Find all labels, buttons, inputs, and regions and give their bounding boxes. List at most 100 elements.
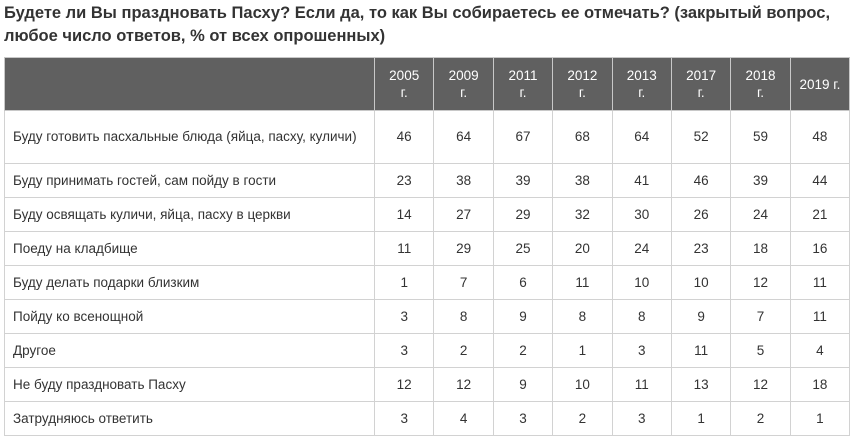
header-year-2013: 2013 г. [611,57,672,111]
value-cell: 21 [789,197,851,232]
row-label: Буду освящать куличи, яйца, пасху в церк… [4,197,375,232]
value-cell: 10 [611,265,672,300]
table-row: Другое 3 2 2 1 3 11 5 4 [4,333,851,368]
value-cell: 12 [433,367,494,402]
value-cell: 3 [611,333,672,368]
value-cell: 23 [670,231,732,266]
value-cell: 26 [670,197,732,232]
value-cell: 11 [552,265,613,300]
title-line-2: любое число ответов, % от всех опрошенны… [4,27,386,45]
table-row: Буду готовить пасхальные блюда (яйца, па… [4,110,851,164]
row-label: Буду готовить пасхальные блюда (яйца, па… [4,110,375,164]
value-cell: 27 [433,197,494,232]
table-row: Буду освящать куличи, яйца, пасху в церк… [4,197,851,232]
value-cell: 44 [789,163,851,198]
value-cell: 46 [373,110,435,164]
value-cell: 11 [611,367,672,402]
value-cell: 2 [433,333,494,368]
row-label: Буду принимать гостей, сам пойду в гости [4,163,375,198]
title-line-1: Будете ли Вы праздновать Пасху? Если да,… [4,4,831,22]
value-cell: 39 [730,163,791,198]
value-cell: 11 [670,333,732,368]
value-cell: 52 [670,110,732,164]
value-cell: 10 [670,265,732,300]
value-cell: 20 [552,231,613,266]
value-cell: 12 [730,367,791,402]
value-cell: 46 [670,163,732,198]
table-row: Пойду ко всенощной 3 8 9 8 8 9 7 11 [4,299,851,334]
value-cell: 23 [373,163,435,198]
value-cell: 2 [730,401,791,436]
value-cell: 2 [492,333,554,368]
value-cell: 13 [670,367,732,402]
value-cell: 64 [611,110,672,164]
value-cell: 30 [611,197,672,232]
value-cell: 6 [492,265,554,300]
table-row: Буду делать подарки близким 1 7 6 11 10 … [4,265,851,300]
value-cell: 4 [433,401,494,436]
value-cell: 38 [433,163,494,198]
row-label: Поеду на кладбище [4,231,375,266]
value-cell: 68 [552,110,613,164]
value-cell: 38 [552,163,613,198]
header-year-2018: 2018 г. [730,57,791,111]
table-header-row: 2005 г. 2009 г. 2011 г. 2012 г. 2013 г. 2017 г… [4,57,851,111]
row-label: Другое [4,333,375,368]
header-year-2019: 2019 г. [789,57,851,111]
value-cell: 7 [433,265,494,300]
value-cell: 9 [492,367,554,402]
value-cell: 3 [373,299,435,334]
value-cell: 1 [670,401,732,436]
value-cell: 18 [730,231,791,266]
value-cell: 1 [373,265,435,300]
table-row: Буду принимать гостей, сам пойду в гости… [4,163,851,198]
value-cell: 18 [789,367,851,402]
value-cell: 29 [433,231,494,266]
table-row: Затрудняюсь ответить 3 4 3 2 3 1 2 1 [4,401,851,436]
value-cell: 3 [492,401,554,436]
value-cell: 32 [552,197,613,232]
value-cell: 8 [552,299,613,334]
value-cell: 3 [611,401,672,436]
header-year-2012: 2012 г. [552,57,613,111]
value-cell: 16 [789,231,851,266]
value-cell: 9 [492,299,554,334]
header-year-2005: 2005 г. [373,57,435,111]
value-cell: 59 [730,110,791,164]
header-year-2011: 2011 г. [492,57,554,111]
value-cell: 1 [789,401,851,436]
value-cell: 5 [730,333,791,368]
value-cell: 24 [611,231,672,266]
value-cell: 11 [373,231,435,266]
value-cell: 7 [730,299,791,334]
table-row: Не буду праздновать Пасху 12 12 9 10 11 … [4,367,851,402]
value-cell: 3 [373,333,435,368]
table-row: Поеду на кладбище 11 29 25 20 24 23 18 1… [4,231,851,266]
value-cell: 25 [492,231,554,266]
value-cell: 11 [789,299,851,334]
row-label: Не буду праздновать Пасху [4,367,375,402]
value-cell: 14 [373,197,435,232]
value-cell: 67 [492,110,554,164]
value-cell: 9 [670,299,732,334]
value-cell: 8 [611,299,672,334]
value-cell: 39 [492,163,554,198]
value-cell: 11 [789,265,851,300]
row-label: Буду делать подарки близким [4,265,375,300]
header-empty-cell [4,57,375,111]
page-title: Будете ли Вы праздновать Пасху? Если да,… [4,2,852,48]
value-cell: 10 [552,367,613,402]
value-cell: 1 [552,333,613,368]
value-cell: 4 [789,333,851,368]
value-cell: 8 [433,299,494,334]
value-cell: 64 [433,110,494,164]
value-cell: 2 [552,401,613,436]
value-cell: 48 [789,110,851,164]
header-year-2017: 2017 г. [670,57,732,111]
row-label: Пойду ко всенощной [4,299,375,334]
value-cell: 41 [611,163,672,198]
value-cell: 29 [492,197,554,232]
value-cell: 24 [730,197,791,232]
value-cell: 12 [373,367,435,402]
